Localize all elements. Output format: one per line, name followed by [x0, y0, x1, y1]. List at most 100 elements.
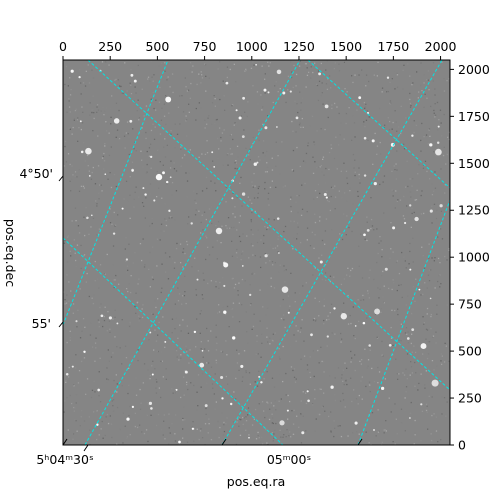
star — [148, 401, 152, 405]
star — [264, 254, 268, 258]
star — [108, 316, 112, 320]
star — [169, 176, 172, 179]
star — [420, 403, 423, 406]
ra-grid-line — [63, 60, 169, 326]
dec-tick-mark — [58, 321, 64, 328]
star — [307, 399, 310, 403]
star — [282, 91, 286, 95]
star — [229, 402, 233, 406]
right-tick-label: 250 — [458, 391, 482, 406]
star — [278, 252, 280, 254]
star — [223, 310, 227, 314]
star — [330, 385, 334, 389]
star — [221, 397, 224, 400]
star — [279, 420, 285, 426]
star — [323, 192, 327, 197]
star — [232, 336, 236, 340]
dec-tick-label: 4°50' — [19, 166, 53, 181]
ra-tick-mark — [83, 444, 89, 452]
star — [406, 337, 410, 340]
star — [392, 226, 396, 230]
star — [436, 141, 440, 144]
star — [133, 79, 137, 83]
star — [150, 407, 153, 410]
right-tick-label: 500 — [458, 344, 482, 359]
star — [75, 320, 78, 323]
star — [79, 120, 82, 123]
ra-tick-label: 5ʰ04ᵐ30ˢ — [36, 452, 93, 467]
star — [388, 343, 392, 347]
star — [439, 204, 443, 208]
star — [310, 333, 313, 337]
star — [249, 293, 252, 297]
star — [354, 325, 357, 327]
star — [363, 136, 367, 140]
star — [374, 308, 381, 315]
star — [125, 258, 129, 261]
star — [241, 135, 245, 138]
star — [215, 227, 223, 235]
star — [371, 139, 375, 143]
star — [241, 265, 244, 267]
star — [65, 373, 69, 376]
star — [429, 297, 432, 300]
star — [211, 151, 214, 154]
star — [164, 340, 167, 343]
star — [225, 81, 229, 85]
dec-grid-line — [307, 60, 450, 189]
star — [166, 180, 169, 184]
star — [276, 217, 280, 220]
star — [126, 417, 130, 421]
star — [333, 307, 336, 310]
star — [149, 331, 152, 334]
star — [196, 278, 199, 281]
star — [71, 365, 74, 368]
top-tick-label: 500 — [145, 39, 169, 54]
star — [151, 373, 154, 376]
star — [178, 440, 181, 444]
star — [319, 260, 323, 264]
star — [121, 207, 124, 210]
star — [264, 126, 268, 130]
star — [409, 268, 412, 271]
star — [431, 379, 439, 387]
top-tick-label: 0 — [59, 39, 67, 54]
star — [144, 193, 147, 196]
star — [289, 90, 292, 93]
right-pixel-axis: 0 250 500 750 1000 1250 1500 1750 2000 — [450, 62, 490, 453]
top-tick-label: 1750 — [377, 39, 409, 54]
star — [204, 404, 208, 408]
star — [373, 429, 375, 431]
star — [318, 72, 322, 76]
top-tick-label: 750 — [193, 39, 217, 54]
star — [78, 75, 81, 79]
star — [184, 370, 188, 374]
top-pixel-axis: 0 250 500 750 1000 1250 1500 1750 2000 — [59, 39, 457, 60]
star — [363, 233, 366, 237]
star — [258, 375, 261, 378]
ra-grid-line — [221, 60, 443, 445]
star — [86, 216, 89, 220]
coordinate-grid — [63, 60, 450, 445]
ra-axis — [62, 438, 363, 452]
star — [83, 350, 86, 353]
star — [414, 216, 419, 222]
star — [70, 69, 74, 73]
dec-grid-line — [63, 237, 284, 445]
star — [129, 119, 133, 123]
star — [276, 69, 282, 75]
right-tick-label: 1250 — [458, 203, 490, 218]
star — [267, 91, 270, 94]
star — [248, 436, 250, 439]
dec-axis — [58, 175, 64, 328]
star — [325, 196, 328, 199]
star — [373, 181, 377, 186]
star — [418, 288, 421, 291]
star — [301, 431, 305, 435]
star — [286, 409, 289, 412]
star — [175, 388, 178, 391]
star — [220, 375, 224, 380]
star — [240, 364, 244, 368]
dec-grid-line — [87, 60, 450, 391]
